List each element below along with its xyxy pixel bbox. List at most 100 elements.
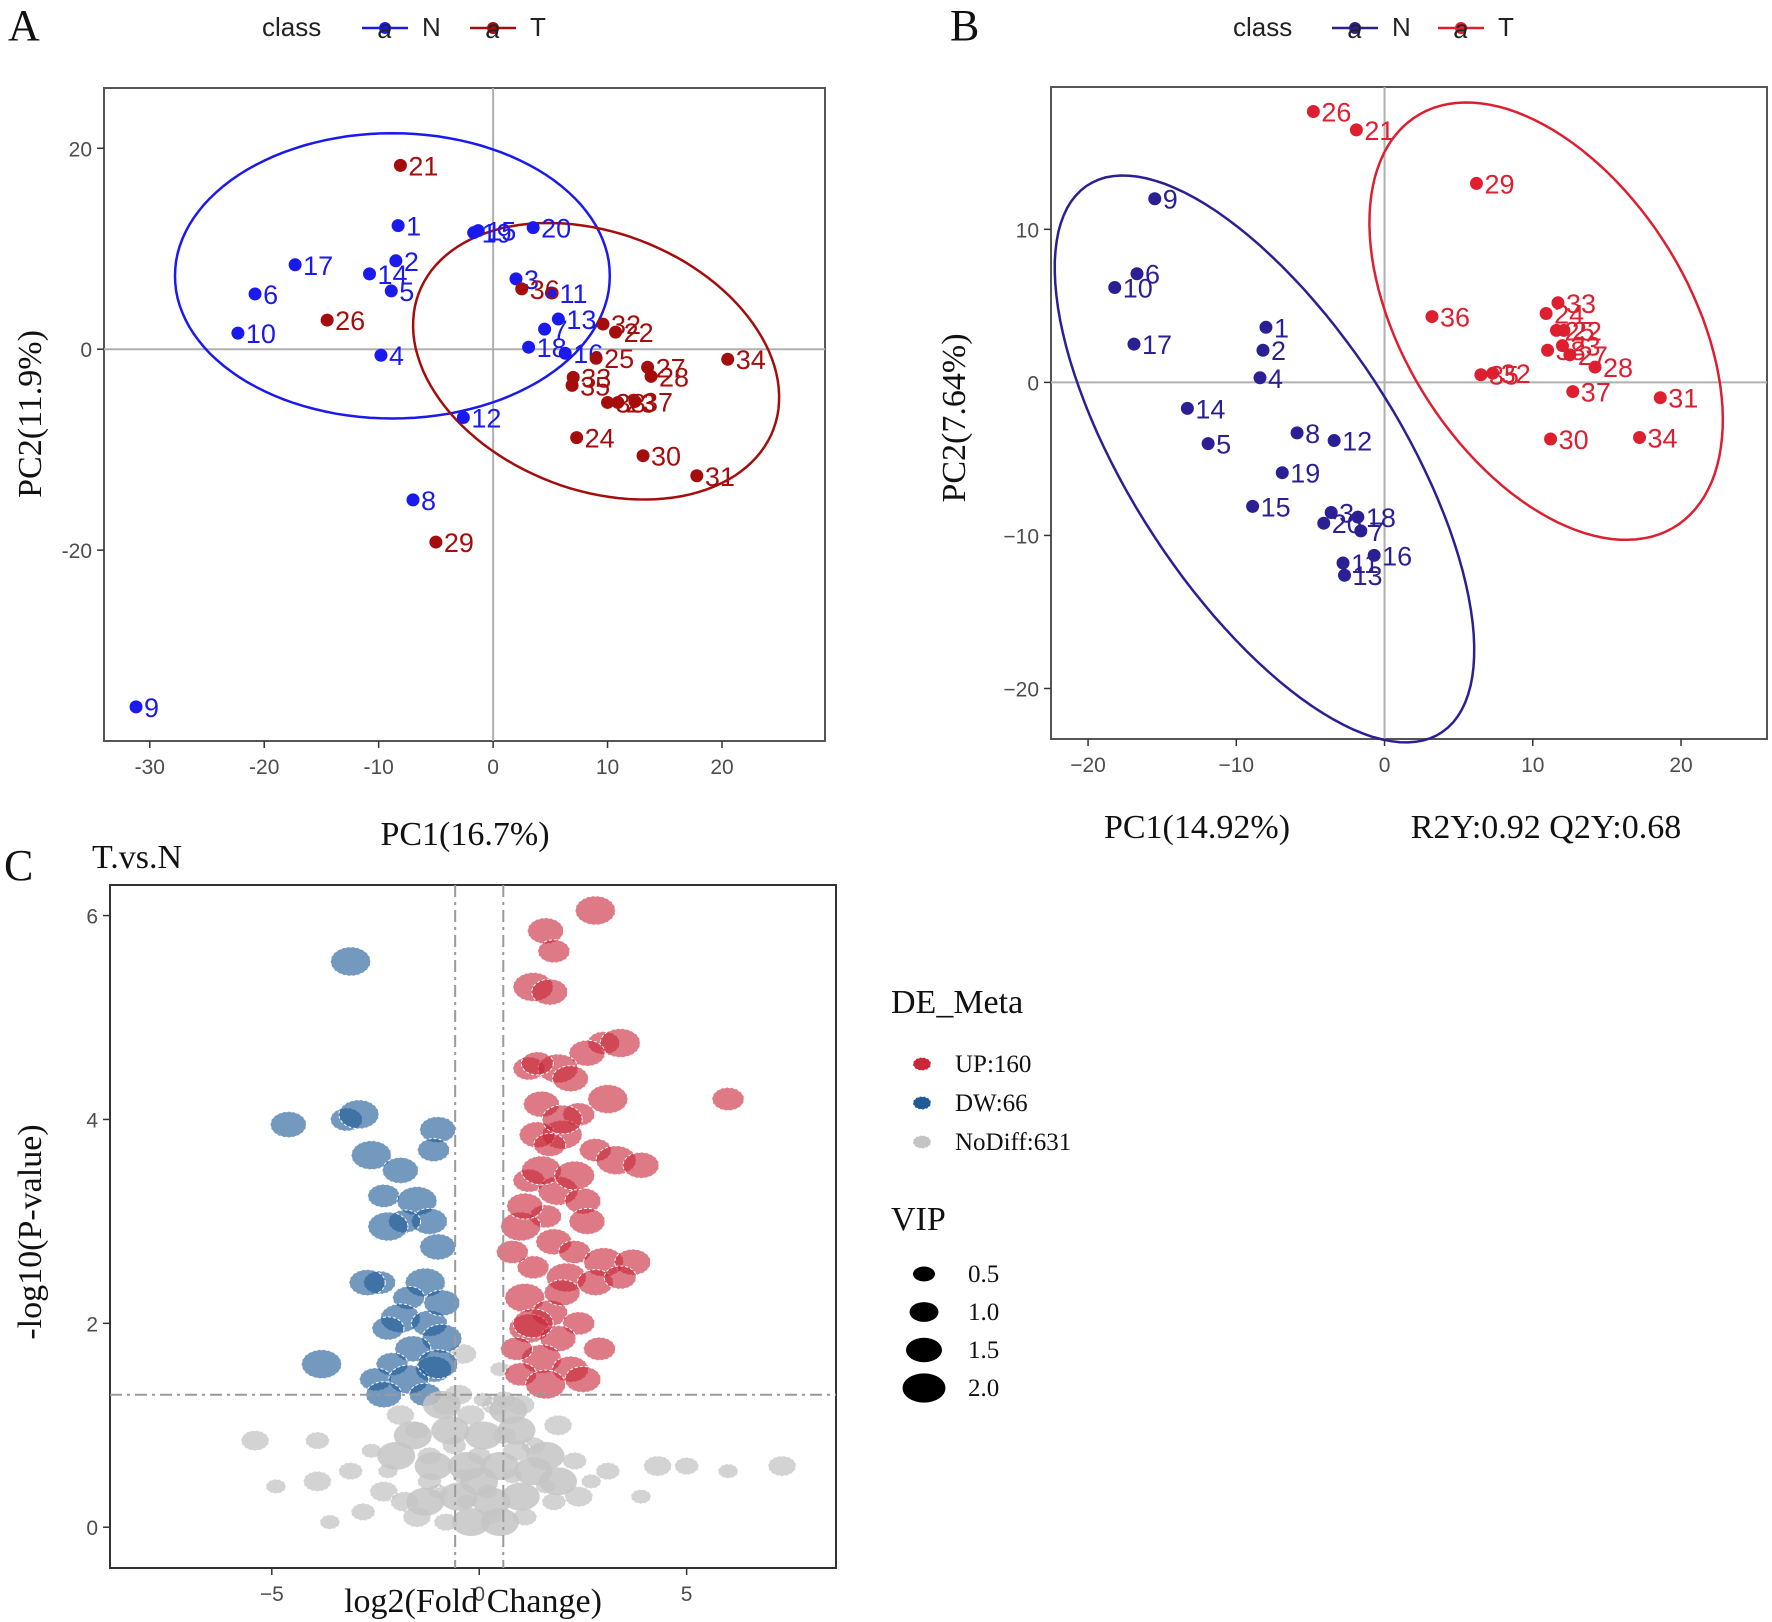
panel-b-point-T-24 (1539, 307, 1553, 321)
panel-c-point-DW (350, 1140, 392, 1171)
panel-c-point-NoDiff (541, 1492, 567, 1511)
panel-b-point-N-2 (1256, 343, 1270, 357)
panel-c-point-NoDiff-core (480, 1508, 519, 1537)
panel-a-point-label-1: 1 (406, 212, 421, 242)
panel-a-point-T-29 (429, 535, 443, 549)
panel-b-point-N-11 (1336, 556, 1350, 570)
panel-b-point-T-23 (1555, 339, 1569, 353)
panel-c-x-tick-label: 0 (473, 1583, 485, 1606)
legend-label-T: T (530, 12, 546, 42)
panel-c-point-UP (520, 1051, 554, 1076)
panel-a-point-N-2 (389, 254, 403, 268)
panel-b-point-T-36 (1425, 310, 1439, 324)
panel-b-point-N-10 (1108, 280, 1122, 294)
panel-a-point-N-10 (231, 326, 245, 340)
panel-b-point-label-31: 31 (1668, 384, 1698, 414)
panel-b-point-label-25: 25 (1564, 316, 1594, 346)
panel-c-point-DW (423, 1289, 461, 1317)
panel-a-y-tick-label: -20 (62, 540, 92, 563)
legend-key-dot-T (1455, 22, 1467, 34)
panel-b-point-label-36: 36 (1440, 303, 1470, 333)
panel-a-x-tick-label: 0 (487, 756, 499, 779)
panel-a-point-T-23 (611, 395, 625, 409)
panel-c-point-DW (338, 1099, 380, 1130)
panel-b-point-T-37 (1566, 385, 1580, 399)
panel-b-point-label-35: 35 (1489, 361, 1519, 391)
panel-a-point-label-38: 38 (616, 388, 646, 418)
panel-b-point-T-35 (1474, 368, 1488, 382)
panel-c-point-UP (527, 917, 565, 945)
panel-a-y-tick-label: 0 (80, 339, 92, 362)
panel-b-point-label-14: 14 (1195, 394, 1225, 424)
panel-c-point-NoDiff (674, 1456, 700, 1476)
panel-a-point-T-30 (636, 449, 650, 463)
panel-b-point-label-9: 9 (1163, 185, 1178, 215)
panel-c-point-NoDiff-core (414, 1452, 453, 1481)
legend-label-N: N (422, 12, 441, 42)
panel-a-point-T-21 (393, 158, 407, 172)
panel-b-point-T-25 (1549, 323, 1563, 337)
panel-c-x-tick-label: 5 (681, 1583, 693, 1606)
panel-a-point-label-31: 31 (705, 462, 735, 492)
panel-a-point-T-38 (601, 395, 615, 409)
panel-c-point-DW (365, 1381, 403, 1409)
panel-b-point-label-15: 15 (1261, 492, 1291, 522)
panel-a-point-label-26: 26 (335, 306, 365, 336)
panel-a-point-T-24 (570, 431, 584, 445)
panel-c-point-DW (301, 1349, 343, 1380)
panel-c-legend-key (912, 1135, 932, 1149)
panel-b-x-tick-label: 20 (1669, 754, 1692, 777)
panel-b-point-N-4 (1253, 371, 1267, 385)
panel-a-point-label-25: 25 (604, 344, 634, 374)
panel-b-point-N-9 (1148, 192, 1162, 206)
panel-c-title: T.vs.N (92, 839, 182, 876)
panel-a-point-T-34 (721, 352, 735, 366)
panel-a-point-T-26 (320, 313, 334, 327)
panel-c-point-NoDiff (717, 1463, 739, 1479)
panel-a-point-N-13 (551, 312, 565, 326)
panel-c-volcano: C T.vs.N −5 0 5 0 2 4 6 log2(Fold Change) -log… (4, 839, 1071, 1620)
panel-a-point-label-29: 29 (444, 528, 474, 558)
panel-c-point-NoDiff (338, 1462, 364, 1481)
panel-c-y-tick-label: 0 (86, 1517, 98, 1540)
legend-key-dot-N (1349, 22, 1361, 34)
panel-a-point-label-15: 15 (486, 217, 516, 247)
panel-b-confidence-ellipse-T (1368, 101, 1725, 542)
panel-c-point-NoDiff-core (451, 1508, 490, 1537)
panel-b-point-label-1: 1 (1274, 313, 1289, 343)
panel-a-point-label-21: 21 (408, 151, 438, 181)
panel-c-point-UP (622, 1151, 660, 1179)
panel-c-point-NoDiff-core (393, 1421, 432, 1450)
panel-a-x-axis-title: PC1(16.7%) (380, 816, 549, 853)
panel-c-point-DW (381, 1156, 419, 1184)
panel-c-point-NoDiff-core (406, 1487, 445, 1516)
panel-a-point-N-6 (248, 287, 262, 301)
panel-c-point-NoDiff (319, 1514, 341, 1530)
panel-b-point-label-3: 3 (1339, 498, 1354, 528)
panel-b-point-N-3 (1324, 505, 1338, 519)
panel-b-point-label-29: 29 (1484, 169, 1514, 199)
panel-a-legend-title: class (262, 12, 321, 42)
panel-b-point-label-26: 26 (1321, 97, 1351, 127)
panel-b-point-N-17 (1127, 337, 1141, 351)
panel-c-point-DW (394, 1335, 432, 1363)
panel-c-point-UP (551, 1065, 589, 1093)
panel-a-point-N-12 (456, 411, 470, 425)
panel-a-point-T-22 (609, 325, 623, 339)
panel-c-point-NoDiff (595, 1462, 621, 1481)
panel-c-point-NoDiff (302, 1470, 332, 1492)
panel-c-point-NoDiff-core (464, 1421, 503, 1450)
panel-c-point-UP (587, 1084, 629, 1114)
panel-c-point-DW (348, 1269, 386, 1297)
panel-b-point-label-32: 32 (1501, 359, 1531, 389)
panel-a-point-label-32: 32 (611, 310, 641, 340)
panel-a-x-tick-label: -30 (135, 756, 165, 779)
panel-b-legend-title: class (1233, 12, 1292, 42)
panel-c-point-NoDiff (369, 1480, 399, 1503)
panel-b-point-label-16: 16 (1382, 541, 1412, 571)
panel-b-point-label-37: 37 (1581, 378, 1611, 408)
panel-c-point-NoDiff-core (526, 1441, 565, 1470)
panel-c-point-DW (417, 1138, 451, 1163)
